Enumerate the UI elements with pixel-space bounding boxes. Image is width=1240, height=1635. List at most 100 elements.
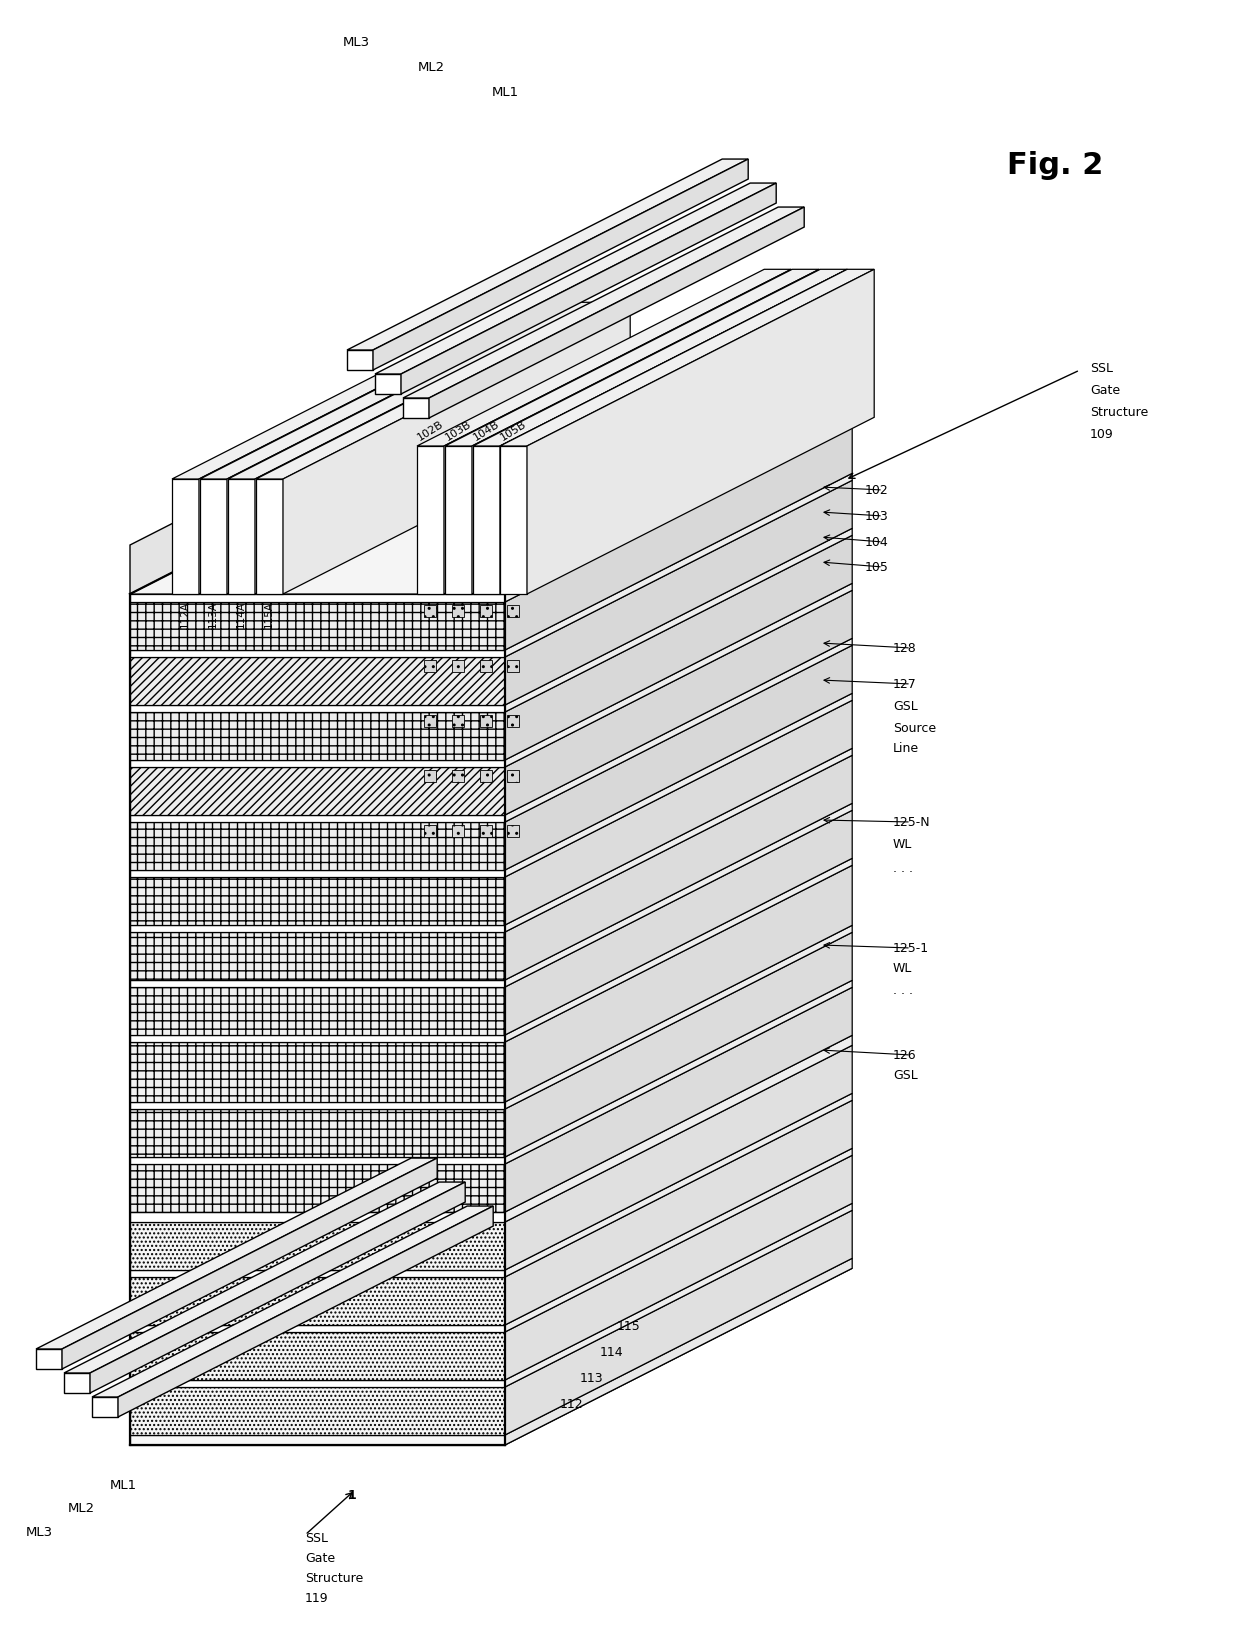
Polygon shape	[505, 481, 852, 705]
Polygon shape	[130, 981, 852, 1158]
Polygon shape	[505, 865, 852, 1102]
Polygon shape	[505, 749, 852, 932]
Text: 112: 112	[560, 1398, 584, 1411]
Polygon shape	[505, 584, 852, 767]
Polygon shape	[401, 183, 776, 394]
Polygon shape	[374, 183, 776, 374]
Text: GSL: GSL	[893, 700, 918, 713]
Polygon shape	[130, 1269, 852, 1445]
Polygon shape	[453, 714, 464, 728]
Text: 105B: 105B	[498, 419, 528, 443]
Polygon shape	[130, 1045, 852, 1221]
Polygon shape	[500, 270, 874, 446]
Polygon shape	[172, 302, 546, 479]
Text: 113: 113	[580, 1372, 604, 1385]
Polygon shape	[130, 473, 852, 651]
Polygon shape	[505, 693, 852, 876]
Polygon shape	[424, 605, 436, 616]
Polygon shape	[505, 1100, 852, 1324]
Polygon shape	[130, 638, 852, 814]
Text: GSL: GSL	[893, 1069, 918, 1081]
Text: 102B: 102B	[415, 419, 445, 443]
Polygon shape	[130, 822, 505, 870]
Polygon shape	[505, 1203, 852, 1386]
Text: 102: 102	[866, 484, 889, 497]
Polygon shape	[130, 1333, 505, 1380]
Polygon shape	[130, 535, 852, 711]
Polygon shape	[505, 417, 852, 602]
Polygon shape	[480, 605, 492, 616]
Polygon shape	[403, 397, 429, 419]
Polygon shape	[130, 925, 505, 932]
Polygon shape	[130, 711, 505, 760]
Polygon shape	[130, 1156, 852, 1333]
Polygon shape	[472, 446, 500, 594]
Polygon shape	[424, 826, 436, 837]
Text: . . .: . . .	[893, 984, 913, 996]
Polygon shape	[424, 661, 436, 672]
Polygon shape	[453, 605, 464, 616]
Polygon shape	[130, 1148, 852, 1324]
Polygon shape	[130, 1041, 505, 1102]
Polygon shape	[64, 1373, 91, 1393]
Polygon shape	[130, 932, 505, 979]
Text: 125-N: 125-N	[893, 816, 931, 829]
Text: 127: 127	[893, 677, 916, 690]
Polygon shape	[507, 826, 520, 837]
Text: ML1: ML1	[492, 85, 520, 98]
Polygon shape	[417, 270, 791, 446]
Polygon shape	[130, 803, 852, 979]
Polygon shape	[505, 811, 852, 1035]
Polygon shape	[505, 981, 852, 1164]
Polygon shape	[130, 646, 852, 822]
Polygon shape	[505, 1035, 852, 1221]
Polygon shape	[130, 657, 505, 705]
Polygon shape	[347, 159, 748, 350]
Text: 113A: 113A	[208, 600, 218, 628]
Polygon shape	[130, 594, 505, 602]
Polygon shape	[505, 858, 852, 1041]
Polygon shape	[92, 1207, 494, 1396]
Polygon shape	[130, 590, 852, 767]
Polygon shape	[403, 208, 805, 397]
Text: 126: 126	[893, 1048, 916, 1061]
Polygon shape	[130, 1100, 852, 1277]
Polygon shape	[283, 302, 630, 594]
Text: WL: WL	[893, 837, 913, 850]
Polygon shape	[417, 446, 444, 594]
Polygon shape	[130, 865, 852, 1041]
Polygon shape	[507, 714, 520, 728]
Polygon shape	[429, 208, 805, 419]
Polygon shape	[130, 1094, 852, 1270]
Polygon shape	[118, 1207, 494, 1418]
Polygon shape	[130, 1203, 852, 1380]
Polygon shape	[92, 1396, 118, 1418]
Polygon shape	[130, 760, 505, 767]
Text: 103B: 103B	[443, 419, 472, 443]
Text: WL: WL	[893, 961, 913, 974]
Text: Structure: Structure	[1090, 405, 1148, 419]
Polygon shape	[505, 925, 852, 1109]
Polygon shape	[130, 767, 505, 814]
Polygon shape	[472, 270, 820, 594]
Polygon shape	[507, 661, 520, 672]
Text: SSL: SSL	[305, 1532, 329, 1545]
Polygon shape	[505, 425, 852, 651]
Polygon shape	[130, 584, 852, 760]
Text: Gate: Gate	[305, 1552, 335, 1565]
Polygon shape	[130, 368, 477, 1445]
Polygon shape	[424, 714, 436, 728]
Polygon shape	[130, 700, 852, 876]
Text: Line: Line	[893, 742, 919, 754]
Polygon shape	[505, 803, 852, 988]
Polygon shape	[500, 270, 847, 594]
Polygon shape	[444, 270, 791, 594]
Polygon shape	[505, 988, 852, 1212]
Text: 115: 115	[618, 1319, 641, 1333]
Text: ML2: ML2	[68, 1501, 95, 1514]
Polygon shape	[480, 714, 492, 728]
Polygon shape	[130, 1277, 505, 1324]
Polygon shape	[130, 1324, 505, 1333]
Polygon shape	[255, 302, 603, 594]
Polygon shape	[527, 270, 874, 594]
